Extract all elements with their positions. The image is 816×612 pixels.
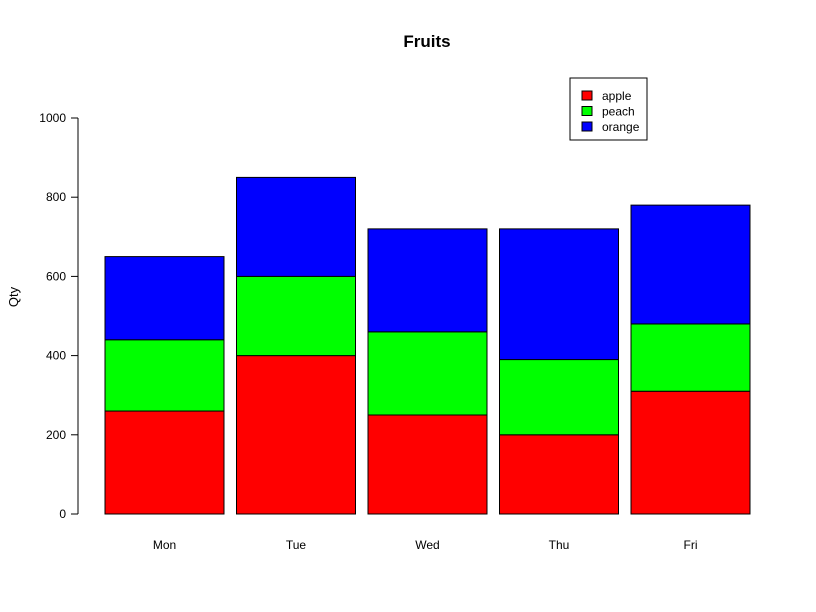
y-tick-label: 0 (59, 507, 66, 521)
y-tick-label: 600 (46, 269, 66, 283)
bars (104, 176, 751, 515)
legend-swatch-orange (581, 121, 593, 132)
bar-segment-orange-tue (236, 176, 356, 277)
legend-swatch-apple (581, 90, 593, 101)
bar-segment-orange-wed (367, 228, 488, 333)
legend-label-orange: orange (602, 120, 640, 134)
y-tick-label: 800 (46, 190, 66, 204)
x-tick-labels: Mon Tue Wed Thu Fri (153, 538, 698, 552)
bar-segment-peach-thu (499, 359, 619, 436)
y-axis: 0 200 400 600 800 1000 (39, 111, 79, 521)
bar-segment-orange-mon (104, 256, 225, 341)
bar-segment-peach-mon (104, 339, 225, 412)
x-tick-label: Thu (549, 538, 570, 552)
bar-segment-apple-mon (104, 410, 225, 515)
bar-segment-peach-fri (630, 323, 751, 392)
y-tick-label: 400 (46, 349, 66, 363)
y-axis-label: Qty (6, 286, 21, 307)
chart-title: Fruits (403, 32, 450, 51)
bar-segment-apple-tue (236, 355, 356, 515)
legend-label-peach: peach (602, 105, 635, 119)
bar-segment-apple-thu (499, 434, 619, 515)
bar-segment-apple-fri (630, 390, 751, 515)
x-tick-label: Wed (415, 538, 439, 552)
bar-segment-orange-fri (630, 204, 751, 325)
bar-segment-orange-thu (499, 228, 619, 361)
x-tick-label: Tue (286, 538, 307, 552)
bar-segment-peach-tue (236, 275, 356, 357)
legend-swatch-peach (581, 106, 593, 116)
bar-segment-apple-wed (367, 414, 488, 515)
x-tick-label: Fri (684, 538, 698, 552)
legend-label-apple: apple (602, 89, 632, 103)
bar-segment-peach-wed (367, 331, 488, 416)
x-tick-label: Mon (153, 538, 176, 552)
y-tick-label: 200 (46, 428, 66, 442)
y-tick-label: 1000 (39, 111, 66, 125)
